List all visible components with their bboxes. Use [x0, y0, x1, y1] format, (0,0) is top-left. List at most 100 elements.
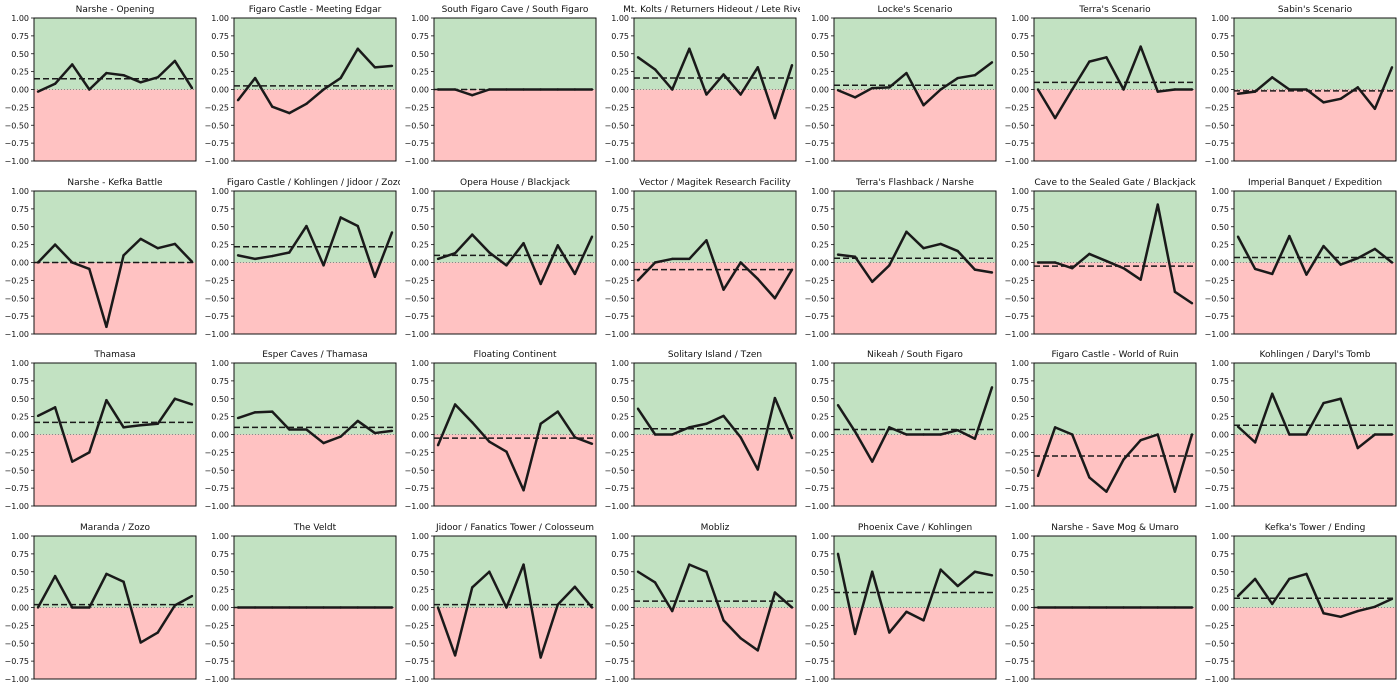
- data-point: [390, 64, 394, 68]
- y-tick-label: −0.75: [1004, 312, 1029, 321]
- data-point: [505, 606, 508, 609]
- y-tick-label: 0.00: [1011, 604, 1029, 613]
- y-tick-label: 0.25: [11, 586, 29, 595]
- series-line: [436, 403, 593, 492]
- y-tick-label: −1.00: [4, 502, 29, 511]
- data-point: [1339, 397, 1342, 400]
- data-point: [288, 606, 291, 609]
- data-point: [956, 584, 959, 588]
- y-tick-label: 0.50: [1211, 395, 1229, 404]
- data-point: [671, 257, 674, 261]
- chart-title: The Veldt: [293, 523, 337, 533]
- chart-panel: Imperial Banquet / Expedition 1.00 0.75 0.5…: [1204, 178, 1397, 339]
- y-tick-label: −0.25: [204, 448, 229, 457]
- data-point: [636, 407, 640, 410]
- y-tick-label: −0.25: [204, 103, 229, 112]
- y-tick-label: 0.25: [611, 586, 629, 595]
- y-tick-label: −1.00: [1204, 330, 1229, 339]
- data-point: [173, 604, 177, 607]
- data-point: [156, 76, 159, 79]
- data-point: [522, 88, 525, 91]
- series-line: [1038, 203, 1193, 305]
- positive-region: [1034, 191, 1196, 263]
- negative-region: [634, 434, 796, 506]
- y-tick-label: −0.50: [1004, 639, 1029, 648]
- data-point: [1173, 490, 1177, 493]
- chart-panel: Figaro Castle - Meeting Edgar 1.00 0.75 0.5…: [204, 5, 397, 166]
- data-point: [1356, 257, 1359, 260]
- y-tick-label: −0.25: [1204, 103, 1229, 112]
- y-tick-label: 0.50: [611, 223, 629, 232]
- chart-panel: Kefka's Tower / Ending 1.00 0.75 0.50 0.25 0.…: [1204, 523, 1397, 684]
- y-tick-label: 1.00: [211, 532, 229, 541]
- y-tick-label: 1.00: [211, 359, 229, 368]
- y-tick-label: 0.25: [411, 413, 429, 422]
- data-point: [1036, 88, 1040, 91]
- y-tick-label: 0.00: [811, 259, 829, 268]
- data-point: [1288, 234, 1291, 238]
- y-tick-label: −1.00: [1004, 675, 1029, 684]
- chart-title: Floating Continent: [473, 350, 556, 360]
- data-point: [973, 570, 977, 573]
- y-tick-label: −1.00: [404, 330, 429, 339]
- y-tick-label: −0.50: [1004, 466, 1029, 475]
- data-point: [688, 563, 691, 566]
- y-tick-label: 0.00: [211, 86, 229, 95]
- data-point: [305, 428, 308, 431]
- y-tick-label: 0.25: [1211, 68, 1229, 77]
- chart-title: Mt. Kolts / Returners Hideout / Lete Riv…: [623, 5, 800, 15]
- data-point: [271, 606, 274, 609]
- plot-frame: [233, 362, 397, 507]
- y-tick-label: 0.00: [11, 604, 29, 613]
- y-tick-label: 0.00: [611, 431, 629, 440]
- data-point: [253, 257, 257, 261]
- y-tick-label: −1.00: [204, 675, 229, 684]
- data-point: [773, 591, 777, 594]
- data-point: [556, 244, 559, 247]
- chart-panel: Kohlingen / Daryl's Tomb 1.00 0.75 0.50 0.25…: [1204, 350, 1397, 511]
- data-point: [373, 606, 377, 609]
- data-point: [488, 440, 491, 443]
- positive-region: [34, 536, 196, 608]
- data-point: [1271, 602, 1274, 606]
- data-point: [922, 247, 925, 250]
- data-point: [88, 451, 91, 454]
- data-point: [922, 619, 925, 622]
- positive-region: [234, 191, 396, 263]
- data-point: [836, 552, 840, 556]
- data-point: [373, 431, 377, 435]
- y-tick-label: −1.00: [604, 675, 629, 684]
- series-line: [37, 237, 193, 329]
- negative-region: [1034, 89, 1196, 161]
- series-line: [237, 410, 393, 445]
- data-point: [505, 450, 508, 453]
- data-point: [939, 568, 942, 571]
- series-line: [637, 239, 794, 300]
- data-point: [688, 426, 691, 429]
- data-point: [1036, 474, 1040, 478]
- negative-region: [834, 434, 996, 506]
- y-tick-label: −0.50: [4, 294, 29, 303]
- data-point: [888, 264, 891, 267]
- plot-frame: [33, 362, 197, 507]
- data-point: [1339, 615, 1342, 618]
- data-point: [922, 433, 925, 436]
- plot-frame: [1033, 17, 1197, 162]
- data-point: [1339, 97, 1342, 100]
- data-point: [1156, 203, 1159, 206]
- data-point: [271, 105, 274, 108]
- y-tick-label: −0.25: [404, 448, 429, 457]
- data-point: [1288, 433, 1291, 436]
- y-tick-label: −0.75: [1204, 139, 1229, 148]
- negative-region: [834, 89, 996, 161]
- y-tick-label: 1.00: [1011, 532, 1029, 541]
- y-tick-label: −0.50: [804, 121, 829, 130]
- data-point: [1053, 606, 1057, 609]
- data-point: [888, 86, 891, 89]
- y-tick-label: 0.50: [411, 568, 429, 577]
- plot-frame: [1233, 362, 1397, 507]
- data-point: [373, 275, 377, 278]
- data-point: [271, 410, 274, 413]
- y-tick-label: −0.75: [1204, 484, 1229, 493]
- y-tick-label: −0.50: [804, 466, 829, 475]
